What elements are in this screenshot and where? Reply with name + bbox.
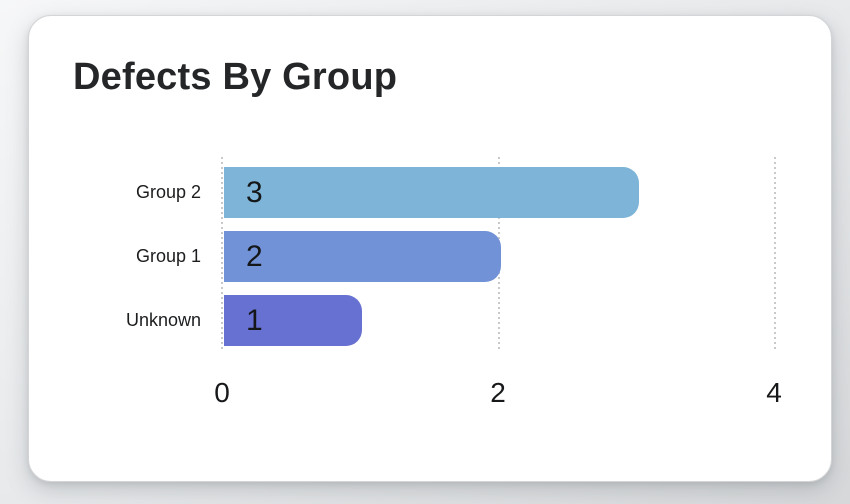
bar-unknown: 1 (224, 295, 362, 346)
category-label-group-2: Group 2 (135, 182, 201, 202)
bar-chart: Group 2 3 Group 1 2 Unknown 1 0 2 4 (29, 16, 831, 481)
gridline-x4 (774, 157, 776, 350)
category-label-unknown: Unknown (125, 310, 201, 330)
bar-value-label-group-2: 3 (246, 176, 263, 209)
bar-group-2: 3 (224, 167, 639, 218)
category-label-group-1: Group 1 (135, 246, 201, 266)
bar-value-label-group-1: 2 (246, 240, 263, 273)
bar-row-group-2: Group 2 3 (29, 167, 831, 218)
bar-row-unknown: Unknown 1 (29, 295, 831, 346)
chart-title: Defects By Group (73, 56, 398, 98)
bar-value-label-unknown: 1 (246, 304, 263, 337)
bar-group-1: 2 (224, 231, 501, 282)
x-axis-tick-4: 4 (766, 377, 782, 408)
x-axis-tick-0: 0 (214, 377, 230, 408)
chart-card: Defects By Group Group 2 3 Group 1 2 Unk… (28, 15, 832, 482)
gridline-x0 (221, 157, 223, 350)
x-axis-tick-2: 2 (490, 377, 506, 408)
bar-row-group-1: Group 1 2 (29, 231, 831, 282)
